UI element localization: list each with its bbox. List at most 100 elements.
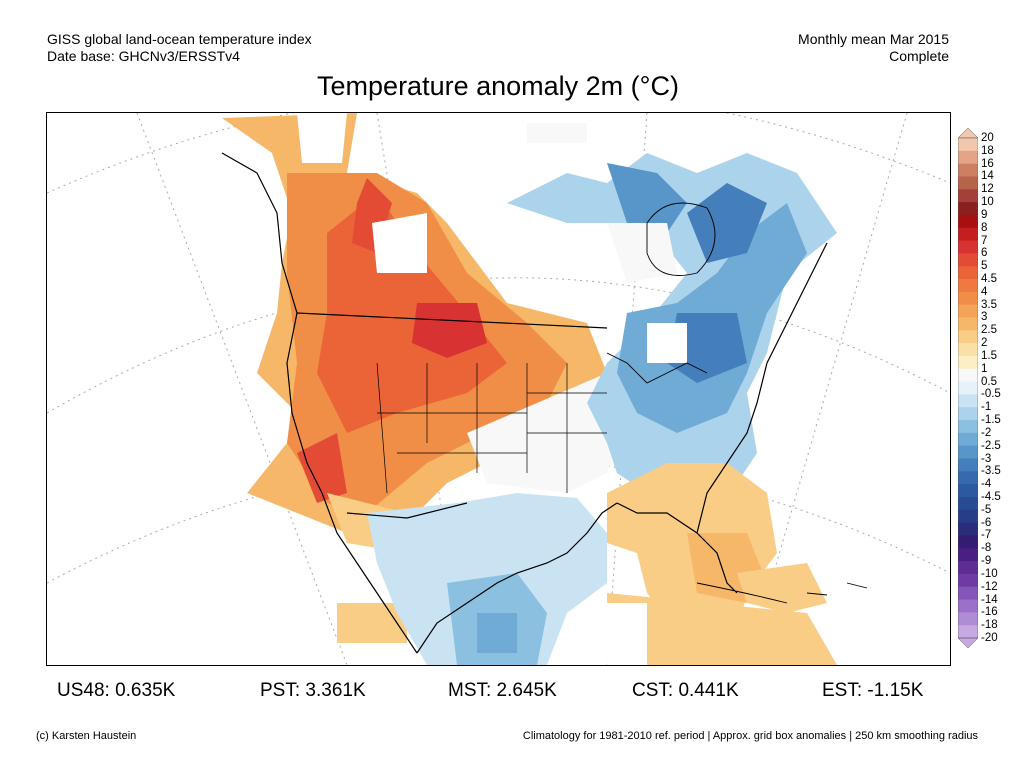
colorbar-segment	[958, 535, 978, 549]
colorbar-tick-label: -6	[981, 516, 992, 529]
colorbar-segment	[958, 291, 978, 306]
latitude-line	[47, 277, 950, 414]
dataset-title: GISS global land-ocean temperature index	[47, 31, 312, 47]
colorbar-segment	[958, 343, 978, 357]
colorbar-tick-label: 14	[981, 170, 994, 183]
colorbar-tick-label: 2	[981, 337, 988, 350]
coastlines	[221, 152, 868, 654]
colorbar-segment	[958, 176, 978, 190]
colorbar-tick-label: 6	[981, 247, 988, 260]
colorbar-tick-label: 1.5	[981, 349, 997, 362]
longitude-line	[136, 113, 348, 665]
colorbar-tick-label: 7	[981, 234, 988, 247]
colorbar-segment	[958, 420, 978, 434]
colorbar-segment	[958, 266, 978, 280]
colorbar-segment	[958, 227, 978, 242]
colorbar-segment	[958, 445, 978, 460]
stat-mst: MST: 2.645K	[448, 680, 557, 701]
colorbar-tick-label: 16	[981, 157, 994, 170]
hudson-bay	[646, 202, 716, 276]
period-label: Monthly mean Mar 2015	[798, 31, 949, 47]
colorbar-segment	[958, 240, 978, 254]
colorbar-segment	[958, 253, 978, 267]
latitude-line	[47, 460, 950, 584]
stat-pst: PST: 3.361K	[260, 680, 366, 701]
colorbar-segment	[958, 407, 978, 421]
colorbar-tick-label: -18	[981, 619, 998, 632]
colorbar-tick-label: 2.5	[981, 324, 997, 337]
colorbar-tick-label: -4	[981, 478, 992, 491]
colorbar-segment	[958, 330, 978, 344]
colorbar-tick-label: 1	[981, 362, 988, 375]
us-mexico-border	[346, 502, 468, 519]
us-canada-border	[296, 312, 608, 329]
colorbar-tick-label: -0.5	[981, 388, 1001, 401]
colorbar-tick-label: 5	[981, 260, 988, 273]
colorbar-tick-label: -20	[981, 632, 998, 644]
caribbean-islands	[696, 582, 868, 604]
colorbar-segment	[958, 368, 978, 383]
state-borders	[376, 362, 607, 494]
colorbar-segment	[958, 484, 978, 498]
cold-anomaly-region	[507, 123, 837, 493]
east-coast	[696, 242, 828, 534]
colorbar-tick-label: -12	[981, 580, 998, 593]
colorbar-segment	[958, 304, 978, 318]
colorbar-tick-label: -9	[981, 555, 992, 568]
stat-est: EST: -1.15K	[822, 680, 924, 701]
colorbar-segment	[958, 612, 978, 626]
colorbar-segment	[958, 317, 978, 331]
methodology-note: Climatology for 1981-2010 ref. period | …	[522, 730, 978, 742]
colorbar-tick-label: 4	[981, 285, 988, 298]
colorbar-segment	[958, 138, 978, 152]
colorbar-top-arrow	[958, 128, 978, 139]
colorbar-tick-label: -2	[981, 426, 992, 439]
header-right: Monthly mean Mar 2015 Complete	[798, 31, 949, 65]
colorbar-tick-label: 8	[981, 221, 988, 234]
colorbar-segment	[958, 163, 978, 177]
colorbar-tick-label: -2.5	[981, 439, 1001, 452]
colorbar-tick-label: 3	[981, 311, 988, 324]
colorbar-tick-label: -16	[981, 606, 998, 619]
colorbar-segment	[958, 279, 978, 293]
colorbar-tick-label: -14	[981, 593, 998, 606]
colorbar-segment	[958, 599, 978, 613]
colorbar-segment	[958, 573, 978, 588]
gulf-coast	[416, 502, 618, 654]
data-base-label: Date base: GHCNv3/ERSSTv4	[47, 48, 240, 64]
colorbar-tick-label: -8	[981, 542, 992, 555]
colorbar-tick-label: -10	[981, 567, 998, 580]
colorbar-tick-label: 12	[981, 183, 994, 196]
colorbar-tick-label: 20	[981, 132, 994, 144]
colorbar-segment	[958, 381, 978, 395]
colorbar-tick-label: 0.5	[981, 375, 997, 388]
colorbar-segment	[958, 586, 978, 601]
map-svg	[47, 113, 950, 665]
colorbar-segment	[958, 150, 978, 165]
colorbar-tick-label: 18	[981, 144, 994, 157]
map-title: Temperature anomaly 2m (°C)	[317, 71, 679, 101]
colorbar-tick-label: -3.5	[981, 465, 1001, 478]
colorbar-segment	[958, 458, 978, 472]
colorbar-tick-label: 3.5	[981, 298, 997, 311]
colorbar-tick-label: 10	[981, 196, 994, 209]
colorbar-tick-label: -1.5	[981, 414, 1001, 427]
colorbar-segment	[958, 561, 978, 575]
colorbar-tick-label: -5	[981, 503, 992, 516]
colorbar-segment	[958, 625, 978, 639]
latitude-line	[47, 113, 950, 194]
colorbar-segment	[958, 496, 978, 511]
colorbar-tick-label: 9	[981, 208, 988, 221]
cool-anomaly-region	[367, 493, 607, 665]
colorbar-segment	[958, 202, 978, 216]
colorbar-tick-label: -4.5	[981, 490, 1001, 503]
colorbar-bottom-arrow	[958, 637, 978, 648]
colorbar-tick-label: -3	[981, 452, 992, 465]
colorbar-tick-label: 4.5	[981, 273, 997, 286]
warm-southeast-region	[607, 463, 837, 665]
regional-stats: US48: 0.635K PST: 3.361K MST: 2.645K CST…	[0, 680, 1024, 704]
colorbar-segment	[958, 214, 978, 229]
colorbar-segment	[958, 471, 978, 485]
colorbar-tick-label: -7	[981, 529, 992, 542]
colorbar-segment	[958, 522, 978, 536]
